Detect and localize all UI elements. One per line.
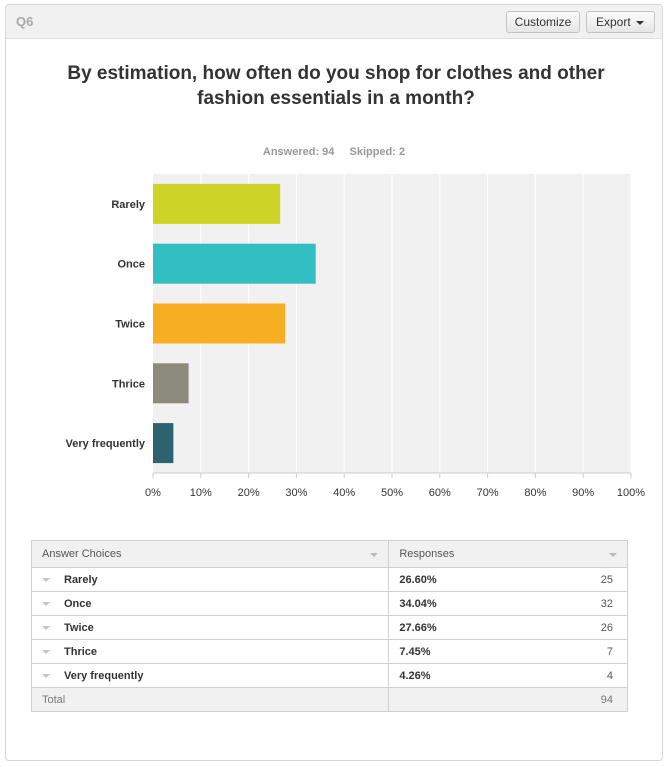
x-tick-label: 10% (190, 487, 212, 499)
bar-once (153, 243, 316, 284)
chevron-down-icon (635, 20, 644, 25)
response-cell: 26.60% 25 (388, 567, 628, 592)
x-tick-label: 30% (285, 487, 307, 499)
total-value: 94 (600, 693, 613, 706)
response-percent: 26.60% (399, 573, 437, 586)
question-header: Q6 Customize Export (6, 5, 662, 39)
table-row: Twice 27.66% 26 (30, 615, 628, 640)
x-tick-label: 70% (477, 487, 499, 499)
choice-cell: Once (30, 591, 390, 616)
sort-icon[interactable] (609, 553, 617, 557)
table-row: Thrice 7.45% 7 (30, 639, 628, 664)
question-title: By estimation, how often do you shop for… (67, 63, 605, 109)
category-label: Thrice (112, 378, 145, 390)
response-percent: 7.45% (399, 645, 431, 658)
response-count: 25 (600, 573, 613, 586)
x-tick-label: 90% (572, 487, 594, 499)
expand-caret-icon[interactable] (42, 601, 50, 606)
category-label: Very frequently (66, 438, 146, 450)
response-cell: 34.04% 32 (388, 591, 628, 616)
customize-label: Customize (514, 15, 572, 29)
category-label: Twice (115, 319, 145, 331)
bar-very-frequently (153, 423, 174, 464)
response-count: 26 (600, 621, 613, 634)
category-label: Rarely (111, 199, 146, 211)
header-answer-choices[interactable]: Answer Choices (30, 540, 390, 568)
x-tick-label: 100% (617, 487, 645, 499)
answers-table: Answer Choices Responses Rarely 26.60% 25… (30, 540, 628, 712)
choice-label: Twice (64, 621, 94, 634)
header-responses[interactable]: Responses (388, 540, 628, 568)
export-label: Export (596, 15, 631, 29)
response-cell: 7.45% 7 (388, 639, 628, 664)
choice-cell: Rarely (30, 567, 390, 592)
expand-caret-icon[interactable] (42, 649, 50, 654)
table-row: Very frequently 4.26% 4 (30, 663, 628, 688)
bar-thrice (153, 363, 189, 404)
choice-label: Once (64, 597, 92, 610)
choice-label: Thrice (64, 645, 98, 658)
choice-label: Rarely (64, 573, 98, 586)
bar-twice (153, 303, 286, 344)
expand-caret-icon[interactable] (42, 625, 50, 630)
total-cell: 94 (388, 687, 628, 712)
category-label: Once (117, 259, 145, 271)
bar-rarely (153, 183, 281, 224)
x-tick-label: 40% (333, 487, 355, 499)
x-tick-label: 60% (429, 487, 451, 499)
x-tick-label: 50% (381, 487, 403, 499)
choice-cell: Twice (30, 615, 390, 640)
skipped-count: Skipped: 2 (349, 146, 406, 158)
response-cell: 4.26% 4 (388, 663, 628, 688)
header-responses-label: Responses (399, 548, 455, 560)
response-percent: 34.04% (399, 597, 437, 610)
export-button[interactable]: Export (586, 11, 655, 33)
total-label: Total (30, 687, 390, 712)
response-count: 7 (606, 645, 613, 658)
response-count: 4 (606, 669, 613, 682)
choice-cell: Thrice (30, 639, 390, 664)
answered-count: Answered: 94 (262, 146, 335, 158)
table-row: Once 34.04% 32 (30, 591, 628, 616)
response-summary: Answered: 94 Skipped: 2 (6, 146, 662, 158)
expand-caret-icon[interactable] (42, 673, 50, 678)
x-tick-label: 80% (524, 487, 546, 499)
expand-caret-icon[interactable] (42, 577, 50, 582)
x-tick-label: 20% (238, 487, 260, 499)
response-cell: 27.66% 26 (388, 615, 628, 640)
choice-cell: Very frequently (30, 663, 390, 688)
choice-label: Very frequently (64, 669, 144, 682)
customize-button[interactable]: Customize (506, 11, 580, 33)
response-percent: 4.26% (399, 669, 431, 682)
question-number: Q6 (16, 14, 34, 29)
response-percent: 27.66% (399, 621, 437, 634)
sort-icon[interactable] (370, 553, 379, 557)
header-answer-choices-label: Answer Choices (42, 548, 122, 560)
table-row: Rarely 26.60% 25 (30, 567, 628, 592)
x-tick-label: 0% (145, 487, 161, 499)
response-count: 32 (600, 597, 613, 610)
total-row: Total 94 (30, 687, 628, 712)
